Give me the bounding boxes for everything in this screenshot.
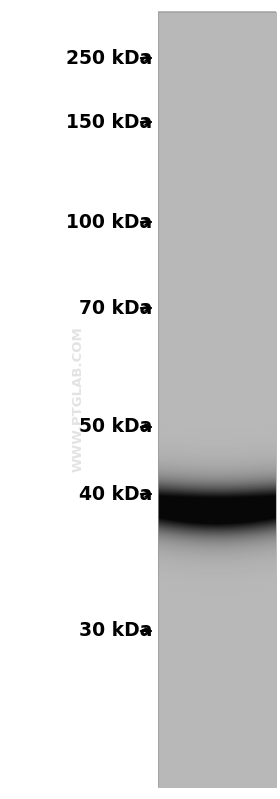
Text: 250 kDa: 250 kDa xyxy=(66,49,153,67)
Text: 50 kDa: 50 kDa xyxy=(79,418,153,436)
Bar xyxy=(158,12,276,787)
Text: 40 kDa: 40 kDa xyxy=(79,484,153,503)
Text: 100 kDa: 100 kDa xyxy=(66,213,153,232)
Text: 150 kDa: 150 kDa xyxy=(66,113,153,132)
Text: 30 kDa: 30 kDa xyxy=(79,622,153,641)
Text: 70 kDa: 70 kDa xyxy=(79,299,153,317)
Text: WWW.PTGLAB.COM: WWW.PTGLAB.COM xyxy=(72,327,85,472)
